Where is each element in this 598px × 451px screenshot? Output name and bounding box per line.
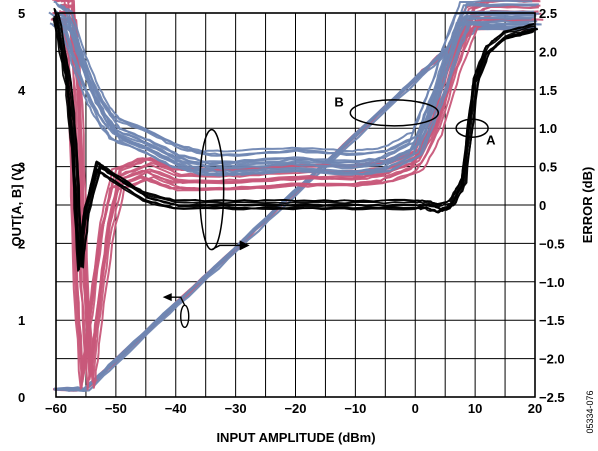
x-tick-label: −30 <box>225 401 247 416</box>
error-curve-reference <box>57 13 539 269</box>
curves-layer <box>48 0 544 392</box>
y-left-tick-label: 3 <box>18 160 25 175</box>
y-right-tick-label: 2.5 <box>539 6 557 21</box>
x-tick-label: −20 <box>284 401 306 416</box>
figure-id: 05334-076 <box>585 390 595 433</box>
error-group-arrowhead <box>239 240 250 251</box>
x-tick-label: 20 <box>528 401 542 416</box>
x-tick-label: −60 <box>45 401 67 416</box>
error-curve-reference <box>55 13 537 268</box>
y-left-tick-label: 0 <box>18 390 25 405</box>
tick-labels: −60 −50 −40 −30 −20 −10 0 10 20 0 1 2 3 4 5 2.5 2.0 1.5 1.… <box>18 6 565 416</box>
y-right-tick-label: 1.5 <box>539 83 557 98</box>
error-curve-a <box>58 9 539 381</box>
y-left-tick-label: 5 <box>18 6 25 21</box>
error-curve-b <box>56 3 537 157</box>
y-right-tick-label: −2.0 <box>539 352 565 367</box>
error-curve-b <box>60 22 540 176</box>
y-left-tick-label: 4 <box>18 83 26 98</box>
left-y-axis-title: OUT[A, B] (V) <box>9 163 24 246</box>
error-curve-a <box>50 17 530 390</box>
y-right-tick-label: 0 <box>539 198 546 213</box>
y-right-tick-label: −2.5 <box>539 390 565 405</box>
x-tick-label: −40 <box>165 401 187 416</box>
annotation-ellipse-a <box>455 118 489 138</box>
y-right-tick-label: −0.5 <box>539 236 565 251</box>
plot-frame <box>55 12 536 398</box>
y-right-tick-label: −1.5 <box>539 313 565 328</box>
y-right-tick-label: 1.0 <box>539 121 557 136</box>
x-tick-label: −10 <box>344 401 366 416</box>
output-group-ellipse <box>180 304 190 329</box>
error-curve-a <box>57 19 537 391</box>
output-group-arrow-line <box>170 296 186 306</box>
error-curve-reference <box>54 16 535 271</box>
annotation-label-b: B <box>334 94 343 109</box>
right-y-axis-title: ERROR (dB) <box>580 167 595 244</box>
error-group-arrow-line <box>211 244 242 251</box>
annotation-label-a: A <box>486 133 496 148</box>
error-curve-a <box>62 12 542 383</box>
y-left-tick-label: 1 <box>18 313 25 328</box>
x-tick-label: −50 <box>105 401 127 416</box>
annotation-ellipse-b <box>349 99 440 127</box>
y-right-tick-label: 2.0 <box>539 44 557 59</box>
x-tick-label: 0 <box>412 401 419 416</box>
y-right-tick-label: −1.0 <box>539 275 565 290</box>
output-group-arrowhead <box>162 293 172 302</box>
annotations: AB <box>162 94 496 329</box>
x-tick-label: 10 <box>468 401 482 416</box>
x-axis-title: INPUT AMPLITUDE (dBm) <box>216 430 375 445</box>
y-right-tick-label: 0.5 <box>539 160 557 175</box>
y-left-tick-label: 2 <box>18 236 25 251</box>
